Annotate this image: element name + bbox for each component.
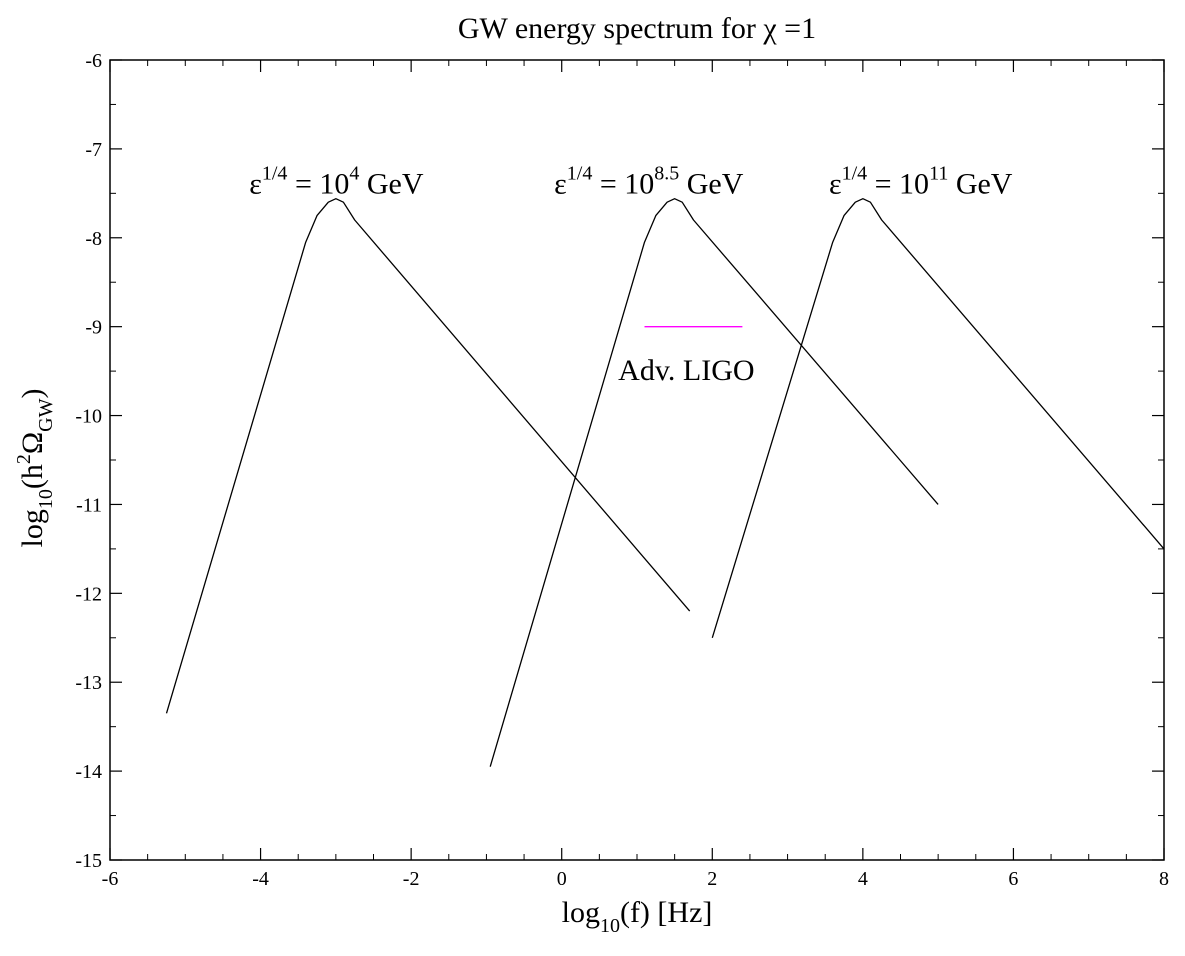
annotation-unit: GeV: [679, 167, 743, 200]
annotation-exp: 8.5: [654, 162, 679, 184]
y-tick-label: -9: [85, 317, 102, 339]
annotation-4: Adv. LIGO: [618, 354, 754, 387]
chart-title: GW energy spectrum for χ =1: [458, 12, 816, 45]
annotation-unit: GeV: [359, 167, 423, 200]
annotations-layer: ε1/4 = 104 GeV ε1/4 = 108.5 GeV ε1/4 = 101…: [249, 162, 1013, 387]
annotation-sup: 1/4: [262, 162, 288, 184]
y-tick-label: -10: [75, 406, 102, 428]
y-tick-label: -11: [76, 494, 102, 516]
annotation-2: ε1/4 = 108.5 GeV: [554, 162, 744, 200]
annotation-base: ε: [829, 167, 842, 200]
y-tick-label: -8: [85, 228, 102, 250]
y-axis-title-sub: 10: [35, 489, 57, 509]
annotation-sup: 1/4: [567, 162, 593, 184]
y-tick-label: -6: [85, 50, 102, 72]
annotation-sup: 1/4: [842, 162, 868, 184]
annotation-mid: = 10: [287, 167, 349, 200]
annotation-1: ε1/4 = 104 GeV: [249, 162, 424, 200]
x-tick-labels: -6 -4 -2 0 2 4 6 8: [102, 868, 1169, 890]
y-axis-title: log10(h2ΩGW): [13, 389, 57, 548]
x-tick-label: -6: [102, 868, 119, 890]
series-line-2: [489, 198, 939, 767]
y-tick-label: -7: [85, 139, 102, 161]
x-axis-title-rest: (f) [Hz]: [620, 896, 712, 929]
y-tick-label: -13: [75, 672, 102, 694]
x-tick-label: -2: [403, 868, 420, 890]
series-layer: [165, 198, 1165, 767]
series-line-1: [165, 198, 691, 714]
x-axis-title-main: log: [562, 896, 600, 929]
annotation-mid: = 10: [867, 167, 929, 200]
y-axis-title-pre: log: [16, 509, 49, 547]
y-axis-title-omega: Ω: [16, 432, 49, 454]
x-tick-label: 4: [858, 868, 868, 890]
annotation-mid: = 10: [592, 167, 654, 200]
y-tick-label: -14: [75, 761, 102, 783]
x-tick-label: 2: [707, 868, 717, 890]
y-tick-labels: -15 -14 -13 -12 -11 -10 -9 -8 -7 -6: [75, 50, 102, 872]
annotation-base: ε: [249, 167, 262, 200]
series-line-3: [711, 198, 1165, 638]
annotation-3: ε1/4 = 1011 GeV: [829, 162, 1013, 200]
y-axis-title-sup: 2: [13, 454, 35, 464]
axis-ticks: [109, 59, 1165, 861]
annotation-unit: GeV: [948, 167, 1012, 200]
y-tick-label: -15: [75, 850, 102, 872]
annotation-exp: 4: [349, 162, 359, 184]
annotation-base: ε: [554, 167, 567, 200]
x-tick-label: 6: [1008, 868, 1018, 890]
y-tick-label: -12: [75, 583, 102, 605]
x-tick-label: 8: [1159, 868, 1169, 890]
annotation-exp: 11: [929, 162, 948, 184]
x-tick-label: -4: [252, 868, 269, 890]
y-axis-title-open: (h: [16, 464, 49, 489]
y-axis-title-close: ): [16, 389, 49, 399]
x-axis-title-sub: 10: [600, 915, 620, 937]
x-axis-title: log10(f) [Hz]: [562, 896, 713, 937]
x-tick-label: 0: [557, 868, 567, 890]
y-axis-title-omega-sub: GW: [35, 398, 57, 431]
